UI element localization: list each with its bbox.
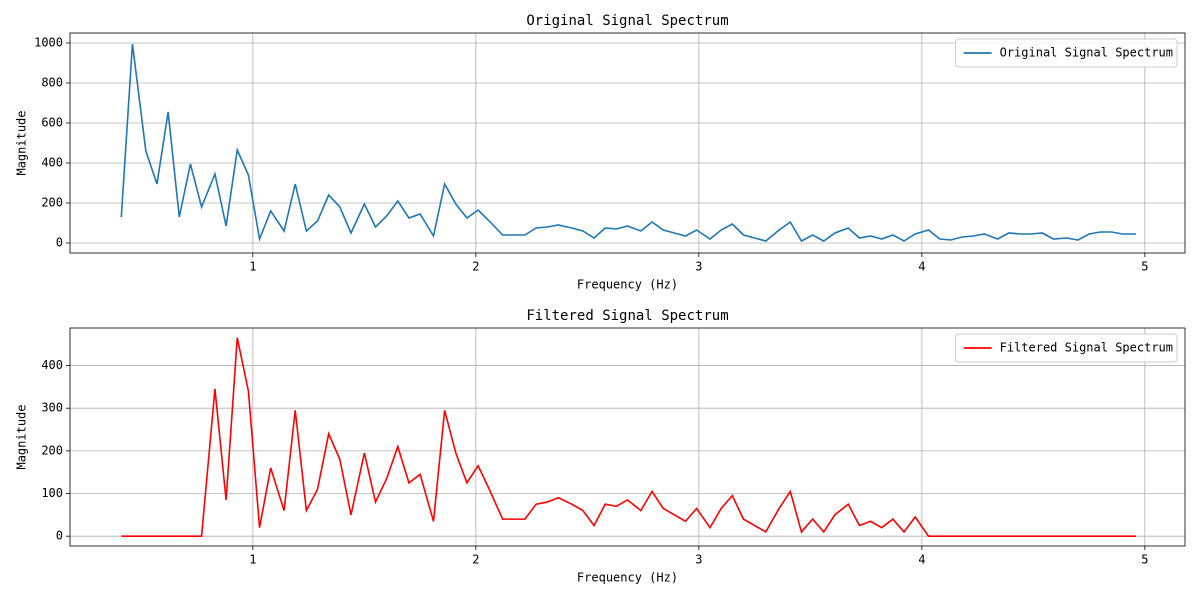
y-tick-label: 200 — [41, 443, 63, 457]
legend-label: Original Signal Spectrum — [1000, 46, 1173, 60]
data-line — [121, 337, 1136, 537]
x-tick-label: 1 — [249, 260, 256, 274]
plot-frame — [69, 32, 1186, 254]
y-axis-label: Magnitude — [15, 110, 29, 175]
y-tick-label: 100 — [41, 486, 63, 500]
legend-label: Filtered Signal Spectrum — [1000, 341, 1173, 355]
y-tick-label: 0 — [56, 529, 63, 543]
x-tick-label: 2 — [472, 260, 479, 274]
x-tick-label: 2 — [472, 553, 479, 567]
subplot: Original Signal Spectrum Frequency (Hz) Ma… — [15, 13, 1186, 292]
y-tick-label: 1000 — [34, 36, 63, 50]
plot-frame — [69, 327, 1186, 547]
legend-frame — [955, 333, 1178, 363]
legend-frame — [955, 38, 1178, 68]
x-tick-label: 3 — [695, 553, 702, 567]
legend: Filtered Signal Spectrum — [955, 333, 1178, 363]
x-tick-label: 4 — [918, 553, 925, 567]
y-tick-label: 400 — [41, 156, 63, 170]
x-tick-label: 3 — [695, 260, 702, 274]
y-tick-label: 200 — [41, 196, 63, 210]
x-axis-label: Frequency (Hz) — [577, 571, 678, 585]
x-tick-label: 5 — [1141, 553, 1148, 567]
x-axis-label: Frequency (Hz) — [577, 278, 678, 292]
x-tick-label: 1 — [249, 553, 256, 567]
y-tick-label: 400 — [41, 358, 63, 372]
y-axis-label: Magnitude — [15, 404, 29, 469]
chart-title: Filtered Signal Spectrum — [526, 308, 728, 324]
y-tick-label: 800 — [41, 76, 63, 90]
data-line — [120, 43, 1136, 243]
chart-title: Original Signal Spectrum — [526, 13, 728, 29]
y-tick-label: 0 — [56, 236, 63, 250]
y-tick-label: 300 — [41, 401, 63, 415]
legend: Original Signal Spectrum — [955, 38, 1178, 68]
x-tick-label: 5 — [1141, 260, 1148, 274]
y-tick-label: 600 — [41, 116, 63, 130]
subplot: Filtered Signal Spectrum Frequency (Hz) Ma… — [15, 308, 1186, 585]
x-tick-label: 4 — [918, 260, 925, 274]
